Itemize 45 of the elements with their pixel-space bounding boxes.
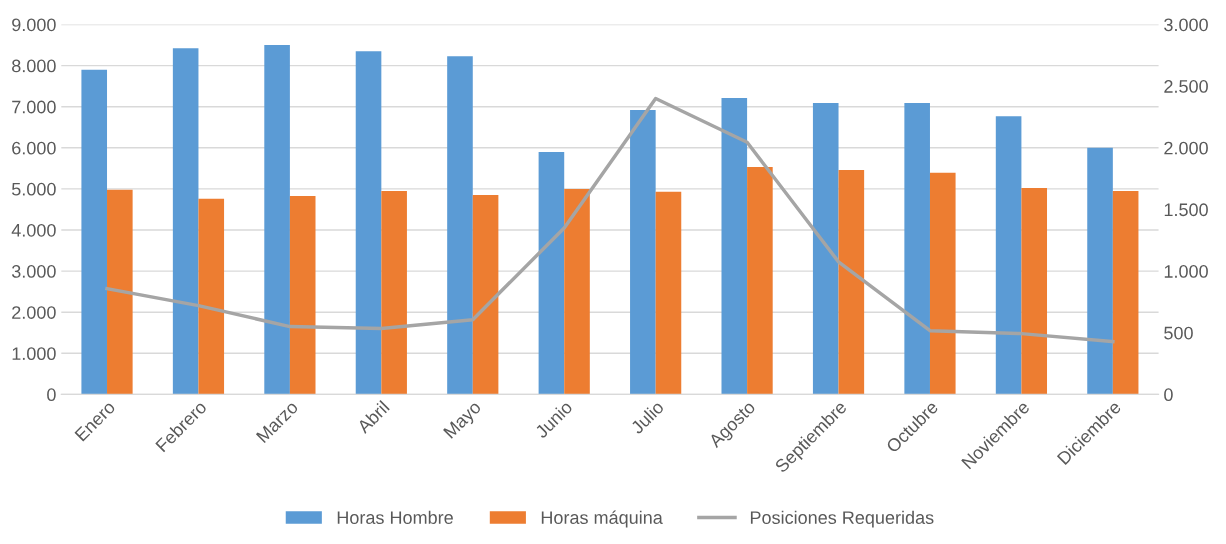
bar xyxy=(198,198,225,395)
bar xyxy=(721,98,748,395)
bar xyxy=(929,172,956,395)
bar xyxy=(838,169,865,395)
y-tick-label: 8.000 xyxy=(12,59,56,73)
bar xyxy=(289,195,316,395)
y2-tick-label: 2.500 xyxy=(1164,80,1208,93)
bar xyxy=(381,190,407,395)
bar xyxy=(995,116,1022,395)
bar xyxy=(1112,190,1139,395)
y2-tick-label: 1.000 xyxy=(1164,265,1208,278)
bar xyxy=(904,102,930,395)
legend-label: Horas máquina xyxy=(541,510,663,528)
bar xyxy=(447,56,473,395)
bar xyxy=(355,51,382,395)
y-tick-label: 5.000 xyxy=(11,182,56,196)
line-series xyxy=(105,96,1115,344)
bar xyxy=(538,151,565,395)
y-tick-label: 2.000 xyxy=(12,306,56,319)
bar xyxy=(472,195,499,395)
y2-tick-label: 1.500 xyxy=(1164,203,1208,217)
bar xyxy=(1087,147,1113,395)
y-tick-label: 9.000 xyxy=(12,18,56,32)
y-tick-label: 6.000 xyxy=(12,141,56,155)
y-tick-label: 4.000 xyxy=(11,223,56,237)
y-tick-label: 1.000 xyxy=(12,347,56,361)
legend-label: Horas Hombre xyxy=(337,510,453,524)
y2-tick-label: 500 xyxy=(1164,326,1193,340)
bar xyxy=(107,189,133,395)
y2-tick-label: 3.000 xyxy=(1164,18,1208,32)
y2-tick-label: 0 xyxy=(1164,388,1173,402)
y-tick-label: 3.000 xyxy=(11,265,56,278)
bar xyxy=(172,48,199,395)
bar xyxy=(1021,188,1048,395)
bar xyxy=(655,191,682,395)
bar xyxy=(747,167,773,395)
y-tick-label: 7.000 xyxy=(12,100,56,114)
bar xyxy=(564,188,590,395)
bar xyxy=(81,69,108,395)
bar xyxy=(264,45,290,395)
bar xyxy=(812,102,839,395)
legend-label: Posiciones Requeridas xyxy=(750,510,934,528)
bar xyxy=(630,109,656,395)
y2-tick-label: 2.000 xyxy=(1164,141,1208,155)
y-tick-label: 0 xyxy=(47,388,56,402)
